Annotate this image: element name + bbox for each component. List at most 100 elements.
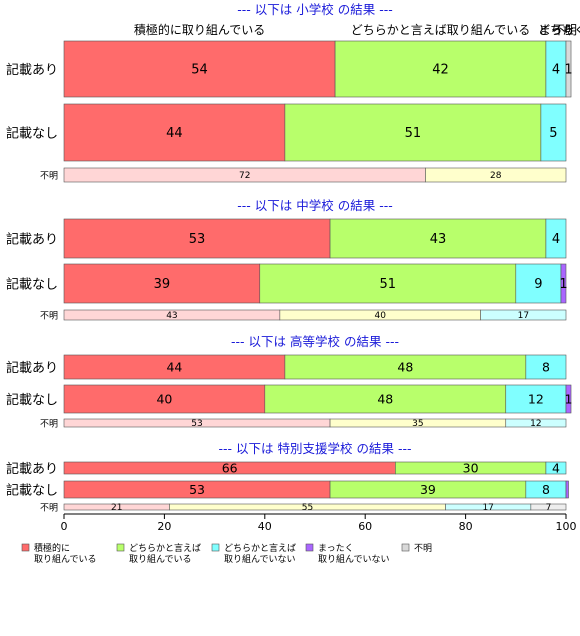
legend-label: 取り組んでいる <box>34 553 97 565</box>
row-label: 記載なし <box>6 392 58 408</box>
row-label: 記載なし <box>6 126 58 142</box>
bar-value-label: 44 <box>166 360 182 375</box>
bar-segment <box>259 263 517 304</box>
x-tick-label: 60 <box>358 520 372 533</box>
row-label: 記載なし <box>6 483 58 499</box>
unknown-bar-value-label: 35 <box>412 419 423 429</box>
legend-label: 不明 <box>414 543 432 554</box>
bar-value-label: 48 <box>397 360 413 375</box>
bar-value-label: 1 <box>565 392 573 407</box>
unknown-bar-value-label: 28 <box>490 171 502 181</box>
bar-value-label: 51 <box>405 126 422 141</box>
top-label: 不明 <box>553 23 577 37</box>
bar-segment <box>63 354 286 380</box>
legend-label: どちらかと言えば <box>224 542 296 554</box>
bar-segment <box>63 263 261 304</box>
legend-swatch <box>401 543 410 552</box>
row-label: 記載あり <box>6 232 58 248</box>
bar-value-label: 66 <box>222 461 238 476</box>
unknown-bar-value-label: 40 <box>375 311 387 321</box>
bar-segment <box>560 263 567 304</box>
top-label: 積極的に取り組んでいる <box>134 22 265 37</box>
unknown-row-label: 不明 <box>40 171 58 182</box>
bar-value-label: 1 <box>559 277 567 292</box>
unknown-bar-segment <box>530 503 567 511</box>
unknown-row-label: 不明 <box>40 419 58 430</box>
bar-segment <box>63 218 331 259</box>
unknown-bar-value-label: 7 <box>546 503 552 513</box>
legend-label: 積極的に <box>34 542 70 554</box>
x-tick-label: 0 <box>61 520 68 533</box>
bar-value-label: 51 <box>380 277 397 292</box>
unknown-bar-segment <box>480 309 567 321</box>
bar-segment <box>329 218 547 259</box>
bar-value-label: 53 <box>189 482 205 497</box>
legend-swatch <box>305 543 314 552</box>
unknown-bar-segment <box>425 167 567 183</box>
unknown-bar-value-label: 43 <box>166 311 177 321</box>
bar-value-label: 4 <box>552 461 560 476</box>
unknown-bar-segment <box>505 418 567 428</box>
bar-segment <box>505 384 567 414</box>
bar-value-label: 48 <box>377 392 393 407</box>
bar-value-label: 43 <box>430 232 447 247</box>
legend-label: まったく <box>318 543 354 554</box>
unknown-bar-value-label: 17 <box>518 311 529 321</box>
bar-segment <box>63 40 336 98</box>
unknown-bar-value-label: 53 <box>191 419 202 429</box>
unknown-row-label: 不明 <box>40 311 58 322</box>
bar-value-label: 54 <box>191 63 208 78</box>
section-title: --- 以下は 中学校 の結果 --- <box>237 198 392 213</box>
legend-label: 取り組んでいる <box>129 553 192 565</box>
bar-value-label: 5 <box>549 126 557 141</box>
bar-value-label: 8 <box>542 482 550 497</box>
bar-value-label: 4 <box>552 232 560 247</box>
bar-value-label: 39 <box>154 277 171 292</box>
bar-value-label: 1 <box>564 63 572 78</box>
legend-swatch <box>116 543 125 552</box>
unknown-bar-value-label: 12 <box>530 419 541 429</box>
bar-value-label: 53 <box>189 232 206 247</box>
bar-value-label: 4 <box>552 63 560 78</box>
top-label: まったく <box>539 23 580 37</box>
row-label: 記載あり <box>6 360 58 376</box>
section-title: --- 以下は 高等学校 の結果 --- <box>231 334 399 349</box>
section-title: --- 以下は 小学校 の結果 --- <box>237 2 392 17</box>
bar-segment <box>525 354 567 380</box>
x-tick-label: 80 <box>459 520 473 533</box>
bar-segment <box>545 461 567 475</box>
legend-swatch <box>21 543 30 552</box>
bar-segment <box>565 40 572 98</box>
x-tick-label: 40 <box>258 520 272 533</box>
row-label: 記載なし <box>6 277 58 293</box>
bar-segment <box>515 263 562 304</box>
unknown-bar-value-label: 21 <box>111 503 122 513</box>
bar-segment <box>565 480 569 499</box>
row-label: 記載あり <box>6 461 58 477</box>
bar-value-label: 12 <box>528 392 544 407</box>
bar-segment <box>545 218 567 259</box>
unknown-row-label: 不明 <box>40 503 58 514</box>
bar-value-label: 9 <box>534 277 542 292</box>
bar-segment <box>284 354 527 380</box>
bar-segment <box>63 103 286 162</box>
bar-value-label: 30 <box>463 461 479 476</box>
legend-label: どちらかと言えば <box>129 542 201 554</box>
bar-segment <box>540 103 567 162</box>
bar-value-label: 42 <box>432 63 449 78</box>
bar-value-label: 40 <box>156 392 172 407</box>
bar-segment <box>264 384 507 414</box>
x-tick-label: 20 <box>157 520 171 533</box>
bar-value-label: 8 <box>542 360 550 375</box>
x-tick-label: 100 <box>556 520 577 533</box>
legend-label: 取り組んでいない <box>318 553 390 565</box>
legend-label: 取り組んでいない <box>224 553 296 565</box>
unknown-bar-value-label: 17 <box>482 503 493 513</box>
bar-value-label: 39 <box>420 482 436 497</box>
bar-value-label: 44 <box>166 126 183 141</box>
row-label: 記載あり <box>6 62 58 78</box>
top-label: どちらかと言えば取り組んでいる <box>351 23 530 37</box>
legend-swatch <box>211 543 220 552</box>
top-label: どちら <box>538 23 574 37</box>
